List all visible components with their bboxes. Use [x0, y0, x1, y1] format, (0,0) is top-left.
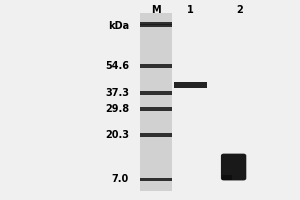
Text: 54.6: 54.6	[105, 61, 129, 71]
Text: 37.3: 37.3	[105, 88, 129, 98]
Bar	[140, 178, 172, 181]
Bar	[140, 64, 172, 68]
Text: 20.3: 20.3	[105, 130, 129, 140]
Bar	[140, 91, 172, 95]
Bar	[140, 107, 172, 111]
Text: 7.0: 7.0	[112, 174, 129, 184]
Bar	[140, 13, 172, 191]
Text: 1: 1	[187, 5, 194, 15]
Text: M: M	[151, 5, 161, 15]
Text: 29.8: 29.8	[105, 104, 129, 114]
Text: kDa: kDa	[108, 21, 129, 31]
Bar	[140, 133, 172, 137]
Bar	[140, 22, 172, 25]
Bar	[140, 24, 172, 27]
Bar	[222, 175, 232, 180]
Text: 2: 2	[236, 5, 243, 15]
FancyBboxPatch shape	[221, 154, 246, 180]
Bar	[174, 82, 207, 88]
